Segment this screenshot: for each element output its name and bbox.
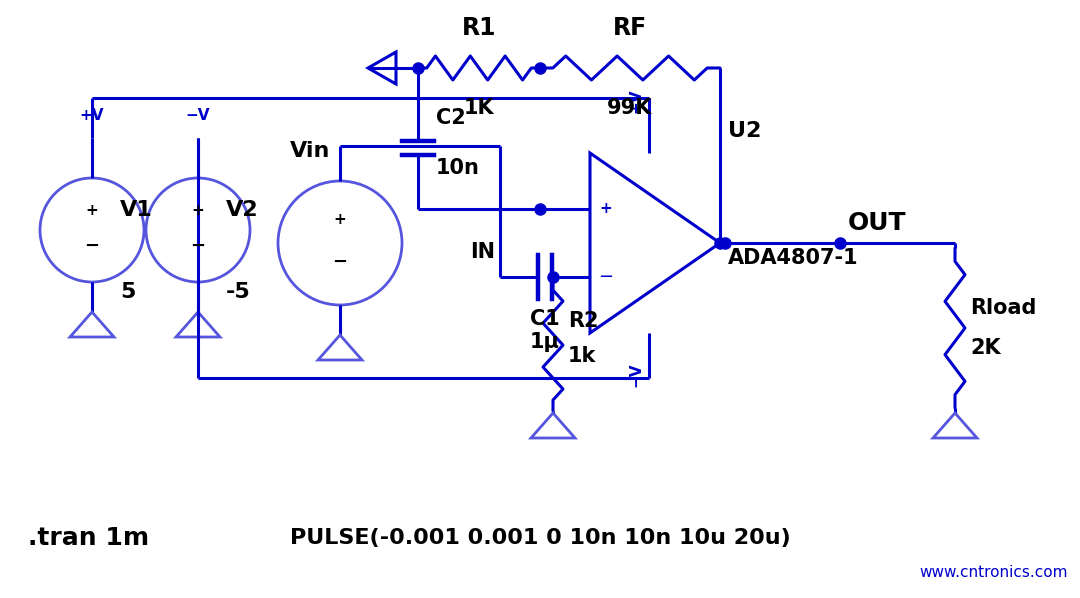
Text: 99K: 99K (607, 98, 652, 118)
Text: +: + (191, 203, 204, 218)
Text: −V: −V (186, 108, 211, 123)
Text: .tran 1m: .tran 1m (28, 526, 149, 550)
Text: −V: −V (629, 363, 644, 388)
Text: IN: IN (470, 242, 495, 262)
Text: +: + (85, 203, 98, 218)
Text: −: − (84, 237, 99, 255)
Text: 1K: 1K (463, 98, 495, 118)
Text: +: + (334, 212, 347, 227)
Text: +V: +V (80, 108, 105, 123)
Text: 1k: 1k (568, 346, 596, 366)
Text: C1: C1 (530, 309, 559, 329)
Text: R2: R2 (568, 311, 598, 331)
Text: -5: -5 (226, 282, 251, 302)
Text: V1: V1 (120, 200, 152, 220)
Text: Vin: Vin (291, 141, 330, 161)
Text: www.cntronics.com: www.cntronics.com (919, 565, 1068, 580)
Text: R1: R1 (462, 16, 496, 40)
Text: V2: V2 (226, 200, 258, 220)
Text: +V: +V (629, 89, 644, 113)
Text: OUT: OUT (848, 211, 906, 235)
Text: +: + (599, 202, 612, 216)
Text: C2: C2 (436, 108, 465, 128)
Text: 5: 5 (120, 282, 135, 302)
Text: 1μ: 1μ (530, 332, 559, 352)
Text: 10n: 10n (436, 158, 480, 178)
Text: −: − (333, 252, 348, 271)
Text: Rload: Rload (970, 298, 1037, 318)
Text: ADA4807-1: ADA4807-1 (728, 248, 859, 268)
Text: PULSE(-0.001 0.001 0 10n 10n 10u 20u): PULSE(-0.001 0.001 0 10n 10n 10u 20u) (291, 528, 791, 548)
Text: −: − (190, 237, 205, 255)
Text: RF: RF (612, 16, 647, 40)
Text: −: − (598, 268, 613, 286)
Text: U2: U2 (728, 121, 761, 141)
Text: 2K: 2K (970, 338, 1001, 358)
